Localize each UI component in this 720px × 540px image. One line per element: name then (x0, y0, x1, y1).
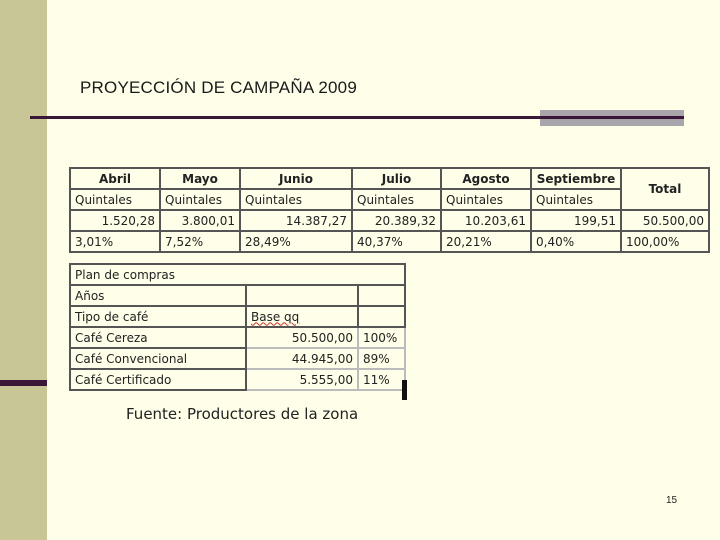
unit-cell: Quintales (351, 188, 442, 211)
title-rule (30, 116, 684, 119)
coffee-pct-cell: 11% (357, 368, 406, 391)
table-row: Café Cereza 50.500,00 100% (69, 326, 406, 349)
table-row: Café Certificado 5.555,00 11% (69, 368, 406, 391)
table-row: 1.520,28 3.800,01 14.387,27 20.389,32 10… (69, 209, 710, 232)
coffee-type-cell: Café Certificado (69, 368, 247, 391)
base-label-cell: Base qq (245, 305, 359, 328)
unit-cell: Quintales (530, 188, 622, 211)
month-header: Septiembre (530, 167, 622, 190)
type-label-cell: Tipo de café (69, 305, 247, 328)
table-edge-mark (402, 380, 407, 400)
plan-title-cell: Plan de compras (69, 263, 406, 286)
base-label-text: Base qq (251, 309, 300, 324)
years-value-cell (245, 284, 359, 307)
slide-title: PROYECCIÓN DE CAMPAÑA 2009 (80, 78, 357, 97)
coffee-pct-cell: 100% (357, 326, 406, 349)
month-header: Abril (69, 167, 161, 190)
percent-cell: 0,40% (530, 230, 622, 253)
table-row: Años (69, 284, 406, 307)
table-row: Café Convencional 44.945,00 89% (69, 347, 406, 370)
table-row: 3,01% 7,52% 28,49% 40,37% 20,21% 0,40% 1… (69, 230, 710, 253)
table-row: Quintales Quintales Quintales Quintales … (69, 188, 709, 211)
table-row: Abril Mayo Junio Julio Agosto Septiembre… (69, 167, 710, 211)
total-value-cell: 50.500,00 (620, 209, 710, 232)
value-cell: 10.203,61 (440, 209, 532, 232)
value-cell: 3.800,01 (159, 209, 241, 232)
table-row: Plan de compras (69, 263, 406, 286)
unit-cell: Quintales (239, 188, 353, 211)
purchase-plan-table: Plan de compras Años Tipo de café Base q… (69, 263, 406, 391)
month-header: Mayo (159, 167, 241, 190)
percent-cell: 40,37% (351, 230, 442, 253)
coffee-value-cell: 44.945,00 (245, 347, 359, 370)
month-header: Agosto (440, 167, 532, 190)
base-extra-cell (357, 305, 406, 328)
total-header: Total (620, 167, 710, 211)
page-number: 15 (666, 495, 678, 506)
percent-cell: 20,21% (440, 230, 532, 253)
sidebar-accent-bar (0, 380, 47, 386)
unit-cell: Quintales (69, 188, 161, 211)
table-row: Tipo de café Base qq (69, 305, 406, 328)
percent-cell: 7,52% (159, 230, 241, 253)
coffee-type-cell: Café Convencional (69, 347, 247, 370)
years-label-cell: Años (69, 284, 247, 307)
unit-cell: Quintales (159, 188, 241, 211)
value-cell: 199,51 (530, 209, 622, 232)
coffee-type-cell: Café Cereza (69, 326, 247, 349)
month-header: Julio (351, 167, 442, 190)
value-cell: 1.520,28 (69, 209, 161, 232)
percent-cell: 3,01% (69, 230, 161, 253)
month-header: Junio (239, 167, 353, 190)
coffee-pct-cell: 89% (357, 347, 406, 370)
percent-cell: 28,49% (239, 230, 353, 253)
years-extra-cell (357, 284, 406, 307)
value-cell: 14.387,27 (239, 209, 353, 232)
coffee-value-cell: 5.555,00 (245, 368, 359, 391)
coffee-value-cell: 50.500,00 (245, 326, 359, 349)
title-rule-overlay (540, 116, 684, 119)
total-percent-cell: 100,00% (620, 230, 710, 253)
left-sidebar-band (0, 0, 47, 540)
source-note: Fuente: Productores de la zona (126, 405, 359, 423)
value-cell: 20.389,32 (351, 209, 442, 232)
monthly-projection-table: Abril Mayo Junio Julio Agosto Septiembre… (69, 167, 710, 253)
unit-cell: Quintales (440, 188, 532, 211)
